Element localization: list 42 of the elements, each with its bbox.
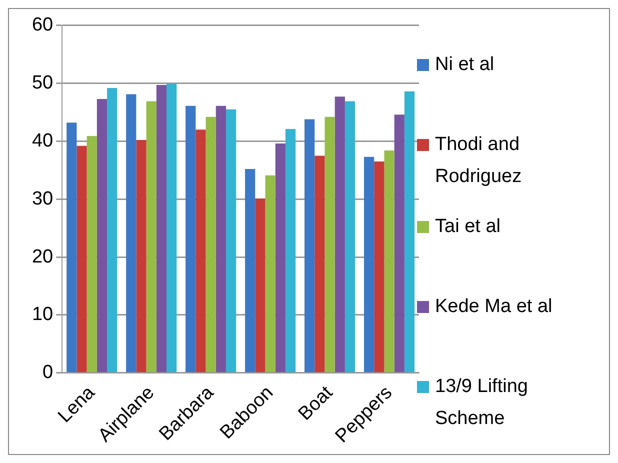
bar <box>374 161 384 372</box>
bar <box>275 144 286 372</box>
bar <box>76 146 87 372</box>
bar <box>66 122 77 372</box>
legend-label: Kede Ma et al <box>435 295 552 319</box>
legend-label: Ni et al <box>435 53 494 77</box>
bar <box>344 101 356 372</box>
y-tick-label: 10 <box>32 304 54 326</box>
bar <box>285 129 296 372</box>
bar <box>245 169 256 372</box>
legend-label: 13/9 Lifting Scheme <box>435 375 529 431</box>
y-tick-label: 50 <box>32 72 54 94</box>
bar <box>304 119 315 372</box>
bar <box>364 156 374 372</box>
bar <box>126 94 136 372</box>
legend-label: Thodi and Rodriguez <box>435 133 523 189</box>
bar <box>314 156 325 372</box>
y-tick-label: 20 <box>32 246 54 268</box>
bar <box>107 88 118 372</box>
bar <box>216 106 226 372</box>
legend-label: Tai et al <box>435 215 500 239</box>
bar <box>206 116 216 372</box>
bar <box>324 116 335 372</box>
y-tick-label: 30 <box>32 188 54 210</box>
y-tick-label: 60 <box>32 14 54 36</box>
bar <box>394 114 404 372</box>
bar <box>265 175 276 372</box>
bar <box>86 136 97 372</box>
bar <box>226 109 236 372</box>
bar <box>146 101 156 372</box>
bar <box>166 84 177 372</box>
y-tick-label: 0 <box>42 362 54 384</box>
bar <box>186 106 196 372</box>
bar <box>404 91 415 372</box>
bar <box>255 198 266 372</box>
bar <box>156 85 167 372</box>
bar <box>136 140 146 372</box>
bar <box>384 150 394 372</box>
bar <box>334 96 345 372</box>
bar <box>196 130 206 372</box>
y-tick-label: 40 <box>32 130 54 152</box>
bar <box>96 98 108 372</box>
